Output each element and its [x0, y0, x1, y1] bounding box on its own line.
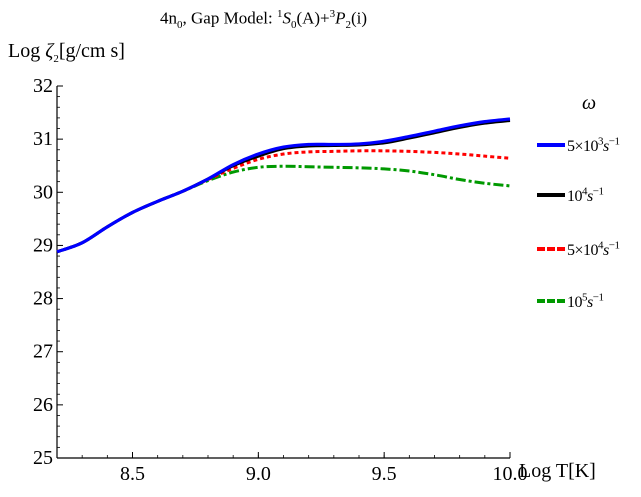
y-tick-label: 28 — [33, 288, 53, 310]
chart-title: 4n0, Gap Model: 1S0(A)+3P2(i) — [160, 8, 368, 32]
y-tick-label: 26 — [33, 394, 53, 416]
legend-entry-2: 104s−1 — [537, 182, 604, 206]
legend-label: 105s−1 — [567, 292, 604, 312]
legend-swatch — [537, 246, 565, 251]
x-tick-label: 9.0 — [246, 463, 271, 485]
y-tick-label: 25 — [33, 447, 53, 469]
legend-entry-1: 5×103s−1 — [537, 132, 620, 156]
legend-label: 5×103s−1 — [567, 136, 620, 156]
y-axis-label: Log ζ2[g/cm s] — [8, 40, 125, 65]
series-line-1 — [56, 117, 511, 254]
legend-swatch — [537, 142, 565, 147]
legend-swatch — [537, 192, 565, 197]
legend-swatch — [537, 298, 565, 303]
legend-label: 5×104s−1 — [567, 240, 620, 260]
ticks: 25 26 27 28 29 30 31 32 8.5 9.0 9.5 10.0 — [33, 75, 528, 485]
series-line-4 — [56, 164, 511, 254]
y-tick-label: 31 — [33, 128, 53, 150]
legend-label: 104s−1 — [567, 186, 604, 206]
series-line-2 — [56, 119, 511, 254]
x-axis-label: Log T[K] — [519, 460, 596, 482]
x-tick-label: 9.5 — [372, 463, 397, 485]
x-tick-label: 10.0 — [493, 463, 528, 485]
axes — [56, 86, 510, 459]
y-tick-label: 27 — [33, 341, 53, 363]
series-line-3 — [56, 149, 511, 254]
y-tick-label: 32 — [33, 75, 53, 97]
y-tick-label: 29 — [33, 234, 53, 256]
series-lines — [56, 117, 511, 254]
legend-entry-4: 105s−1 — [537, 288, 604, 312]
legend-entry-3: 5×104s−1 — [537, 236, 620, 260]
y-tick-label: 30 — [33, 181, 53, 203]
x-tick-label: 8.5 — [120, 463, 145, 485]
legend-title: ω — [582, 92, 597, 114]
